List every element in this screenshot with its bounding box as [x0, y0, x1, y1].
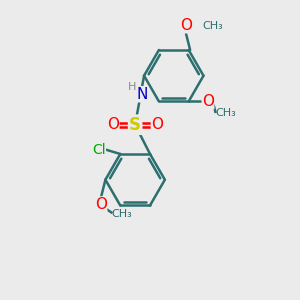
Text: N: N: [137, 87, 148, 102]
Text: O: O: [202, 94, 214, 109]
Text: O: O: [107, 117, 119, 132]
Text: O: O: [152, 117, 164, 132]
Text: Cl: Cl: [92, 142, 106, 157]
Text: O: O: [180, 18, 192, 33]
Text: CH₃: CH₃: [215, 108, 236, 118]
Text: CH₃: CH₃: [111, 209, 132, 219]
Text: S: S: [129, 116, 141, 134]
Text: CH₃: CH₃: [202, 21, 223, 31]
Text: H: H: [128, 82, 136, 92]
Text: O: O: [95, 196, 107, 211]
